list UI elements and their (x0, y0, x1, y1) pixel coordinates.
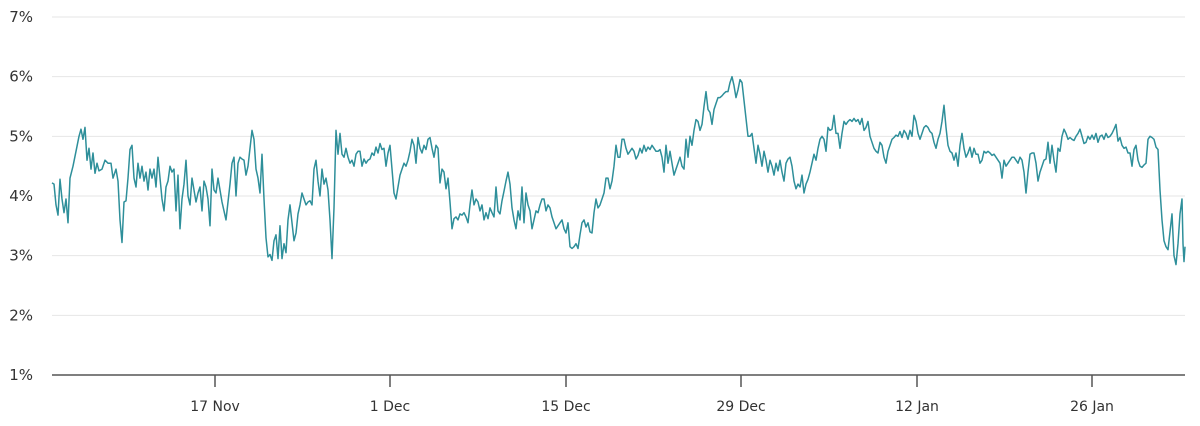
y-tick-label: 4% (9, 187, 33, 205)
y-tick-label: 2% (9, 306, 33, 324)
y-tick-label: 5% (9, 127, 33, 145)
y-tick-label: 7% (9, 8, 33, 26)
y-axis-labels: 7% 6% 5% 4% 3% 2% 1% (9, 8, 33, 384)
y-tick-label: 6% (9, 68, 33, 86)
gridlines (52, 16, 1185, 316)
x-tick-label: 15 Dec (541, 399, 590, 415)
y-tick-label: 3% (9, 247, 33, 265)
x-tick-label: 17 Nov (190, 399, 240, 415)
x-axis-ticks: 17 Nov 1 Dec 15 Dec 29 Dec 12 Jan 26 Jan (190, 375, 1114, 415)
series-line (51, 75, 1186, 266)
x-tick-label: 29 Dec (716, 399, 765, 415)
y-tick-label: 1% (9, 366, 33, 384)
x-tick-label: 26 Jan (1070, 399, 1114, 415)
x-tick-label: 1 Dec (370, 399, 410, 415)
x-tick-label: 12 Jan (895, 399, 939, 415)
